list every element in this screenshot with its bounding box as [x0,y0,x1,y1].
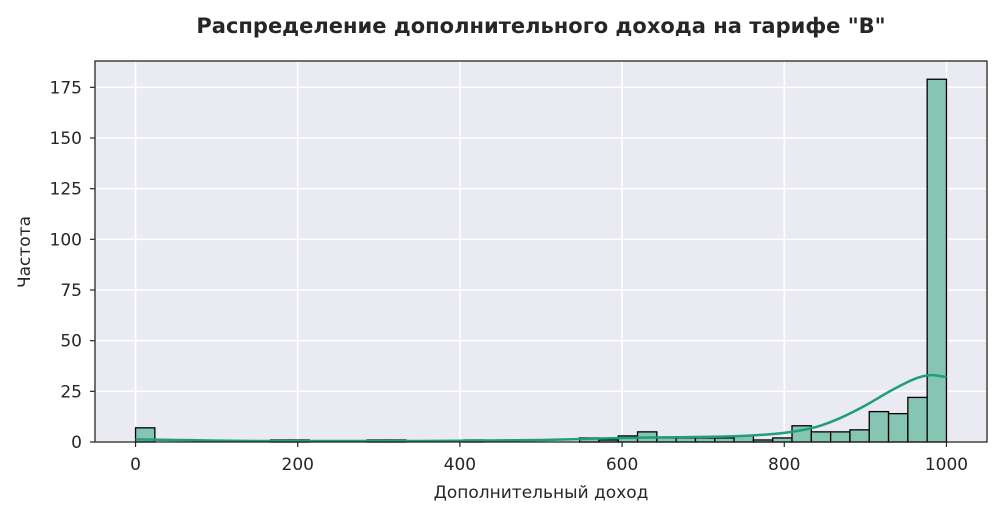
histogram-bar [829,431,851,443]
y-tick-label: 100 [50,230,82,250]
y-tick-label: 125 [50,180,82,200]
histogram-bar [849,429,870,443]
y-axis-ticks: 0 25 50 75 100 125 150 175 [50,78,95,453]
histogram-bar [887,412,909,443]
histogram-bar [926,78,948,443]
y-tick-label: 75 [60,281,82,301]
plot-area [95,61,987,442]
y-tick-label: 50 [60,332,82,352]
chart-title: Распределение дополнительного дохода на … [196,14,885,38]
x-tick-label: 400 [444,455,476,475]
x-tick-label: 600 [606,455,638,475]
histogram-bar [868,410,890,443]
y-axis-label: Частота [15,216,35,288]
x-tick-label: 800 [768,455,800,475]
histogram-bar [810,431,832,443]
x-axis-label: Дополнительный доход [434,483,649,503]
y-tick-label: 0 [71,433,82,453]
y-tick-label: 25 [60,382,82,402]
x-tick-label: 0 [130,455,141,475]
plot-frame [94,60,988,443]
x-tick-label: 200 [282,455,314,475]
x-axis-ticks: 0 200 400 600 800 1000 [130,442,968,475]
y-tick-label: 175 [50,78,82,98]
x-tick-label: 1000 [925,455,968,475]
histogram-bar [907,396,928,443]
kde-curve [135,373,947,443]
y-tick-label: 150 [50,129,82,149]
